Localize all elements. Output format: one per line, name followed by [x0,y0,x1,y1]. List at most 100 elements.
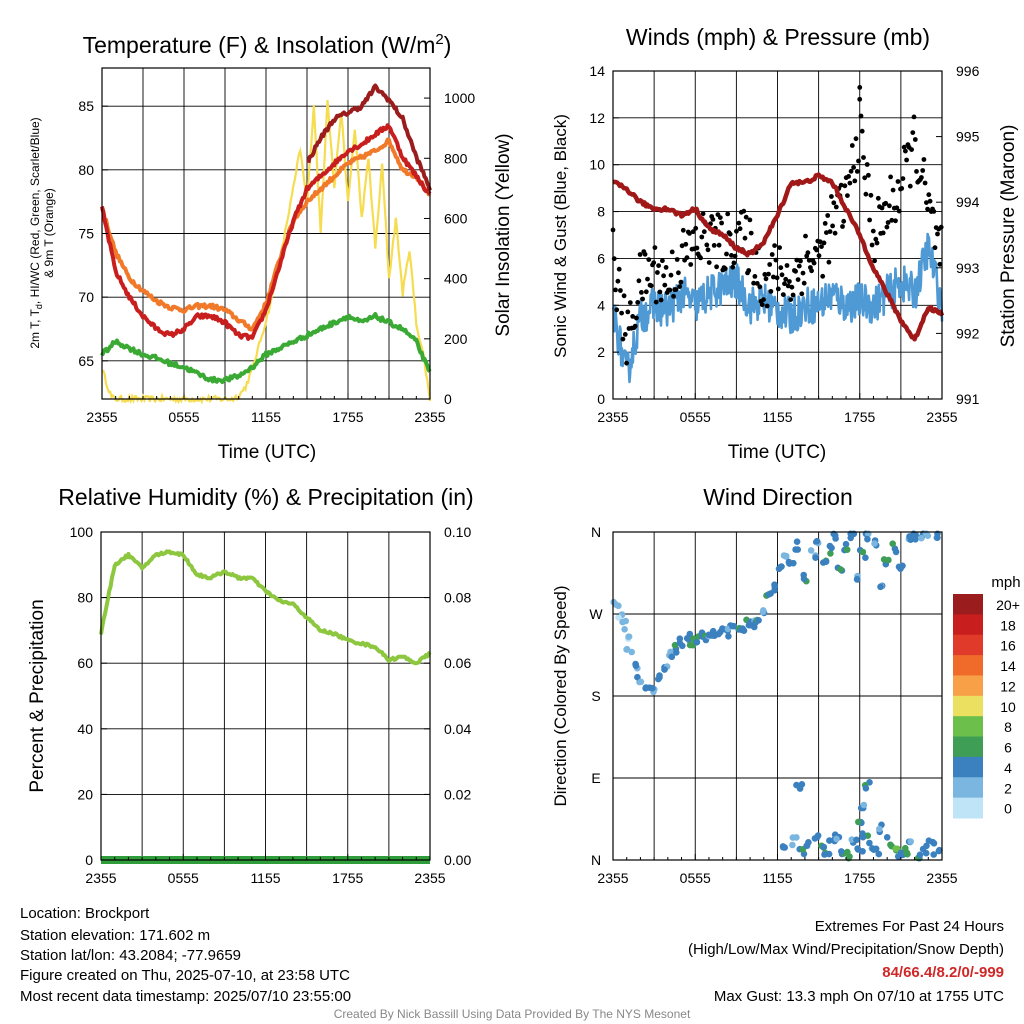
colorbar-label: 14 [1000,658,1016,674]
gust-point [853,136,859,142]
gust-point [820,273,826,279]
pressure-y2tick-label: 996 [956,63,980,79]
gust-point [727,231,733,237]
gust-point [674,257,680,262]
colorbar-label: 6 [1004,740,1012,756]
temperature-ytick-label: 70 [78,289,94,305]
direction-point [859,833,867,841]
direction-xtick-label: 2355 [597,870,628,886]
direction-point [656,672,663,679]
gust-point [624,360,629,366]
direction-point [826,837,833,844]
gust-point [825,213,831,218]
gust-point [817,239,823,245]
gust-point [922,180,928,186]
gust-point [868,192,874,198]
gust-point [640,296,645,302]
temperature-ytick-label: 65 [78,353,94,369]
humidity-ytick-label: 40 [77,721,93,737]
direction-point [934,534,941,541]
gust-point [852,178,858,184]
colorbar-swatch [953,655,983,676]
speed-colorbar: 20+ 18 16 14 12 10 8 6 4 2 0 [953,594,1020,819]
direction-point [739,625,746,632]
temperature-xtick-label: 1755 [332,409,363,425]
gust-point [652,245,658,251]
gust-point [893,218,898,224]
temperature-series-line-0 [100,137,432,332]
gust-point [927,198,933,204]
direction-xtick-label: 1755 [844,870,875,886]
direction-point [715,630,722,638]
gust-point [678,279,684,285]
direction-point [805,839,812,846]
direction-panel: Wind Direction 2355 0555 1155 1755 2355 N E S W N… [551,484,1021,886]
direction-point [866,839,873,847]
direction-ytick-label: N [591,524,601,540]
temperature-ylabel-line2: & 9m T (Orange) [42,188,56,278]
gust-point [630,314,636,319]
gust-point [859,128,865,134]
direction-point [895,563,903,571]
direction-point [813,537,821,545]
temperature-series-line-3 [100,312,432,385]
pressure-series [612,172,945,342]
direction-point [668,653,676,661]
colorbar-label: 2 [1004,780,1012,796]
gust-point [822,221,828,226]
station-elevation: Station elevation: 171.602 m [20,927,211,944]
gust-point [821,240,827,246]
gust-point [648,283,654,289]
direction-point [875,850,883,858]
gust-point [651,260,657,266]
gust-point [833,204,839,210]
winds-ylabel: Sonic Wind & Gust (Blue, Black) [551,114,570,358]
direction-point [842,540,850,548]
gust-point [618,288,623,293]
colorbar-label: 16 [1000,638,1016,654]
gust-point [842,183,848,189]
direction-point [918,534,925,542]
gust-point [656,263,661,268]
winds-xtick-label: 0555 [680,409,711,425]
gust-point [660,258,665,264]
direction-point [847,534,854,542]
gust-point [661,273,666,279]
direction-point [793,538,801,545]
gust-point [621,293,627,299]
gust-point [667,287,673,293]
direction-xtick-label: 0555 [680,870,711,886]
gust-point [714,264,719,270]
gust-point [824,230,829,236]
gust-point [869,242,875,248]
gust-point [912,137,918,142]
temperature-xtick-label: 2355 [86,409,117,425]
gust-point [872,258,877,264]
insolation-y2tick-label: 600 [444,210,468,226]
gust-point [785,283,791,289]
gust-point [615,278,621,284]
direction-point [686,641,694,649]
gust-point [832,230,838,236]
gust-point [925,206,930,212]
gust-point [736,220,742,226]
gust-point [789,284,795,290]
direction-point [922,849,930,857]
humidity-xtick-label: 2355 [414,870,445,886]
direction-point [759,608,767,616]
direction-point [693,638,701,646]
gust-point [724,251,729,257]
gust-point [662,282,668,288]
direction-point [634,673,641,681]
winds-ytick-label: 10 [589,157,605,173]
pressure-y2tick-label: 994 [956,194,980,210]
station-location: Location: Brockport [20,905,150,922]
gust-point [688,262,694,267]
precipitation-y2tick-label: 0.08 [444,590,471,606]
winds-ytick-label: 12 [589,110,605,126]
gust-point [935,231,940,237]
winds-xlabel: Time (UTC) [728,442,827,463]
gust-point [752,274,758,279]
gust-point [863,191,869,197]
humidity-axes: 2355 0555 1155 1755 2355 0 20 40 60 80 100 0.00 0.02… [70,524,472,886]
